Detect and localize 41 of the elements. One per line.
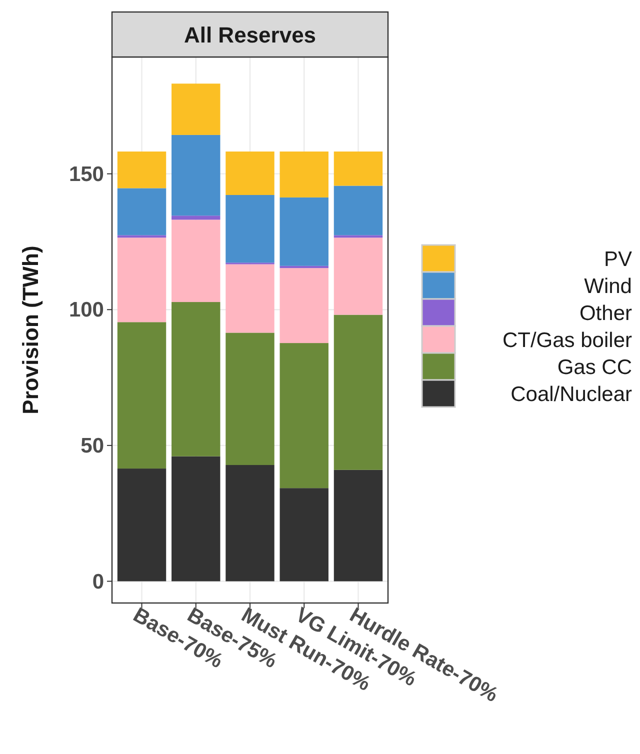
bar xyxy=(280,197,328,266)
bar xyxy=(334,152,383,186)
text: Coal/Nuclear xyxy=(510,383,632,406)
bar xyxy=(172,134,220,216)
bar xyxy=(334,314,383,470)
bar xyxy=(117,322,166,469)
bar xyxy=(334,470,383,582)
legend-label: CT/Gas boiler xyxy=(502,329,632,352)
bar xyxy=(117,188,166,236)
y-tick-label: 50 xyxy=(80,434,104,458)
bar xyxy=(280,266,328,268)
y-tick-label: 0 xyxy=(92,570,104,594)
bar xyxy=(172,220,220,302)
bar xyxy=(226,264,274,333)
bar xyxy=(117,235,166,238)
bar xyxy=(117,152,166,188)
y-axis-title: Provision (TWh) xyxy=(18,246,43,414)
bar xyxy=(334,235,383,238)
text: PV xyxy=(604,248,632,271)
bar xyxy=(334,238,383,315)
bar xyxy=(334,186,383,236)
y-tick-label: 100 xyxy=(68,298,104,322)
bar xyxy=(117,238,166,322)
chart-title: All Reserves xyxy=(184,22,316,48)
bar xyxy=(172,216,220,220)
bar xyxy=(280,152,328,198)
text: Wind xyxy=(584,275,632,298)
bar xyxy=(226,465,274,582)
bar xyxy=(172,302,220,456)
bar xyxy=(226,332,274,466)
text: Gas CC xyxy=(557,356,632,379)
bar xyxy=(172,456,220,582)
bar xyxy=(280,343,328,488)
bar xyxy=(172,84,220,135)
bar xyxy=(117,468,166,582)
bar xyxy=(226,194,274,263)
bar xyxy=(280,268,328,344)
text: Other xyxy=(579,302,632,325)
bar xyxy=(226,152,274,195)
bar xyxy=(280,488,328,582)
y-tick-label: 150 xyxy=(68,162,104,186)
